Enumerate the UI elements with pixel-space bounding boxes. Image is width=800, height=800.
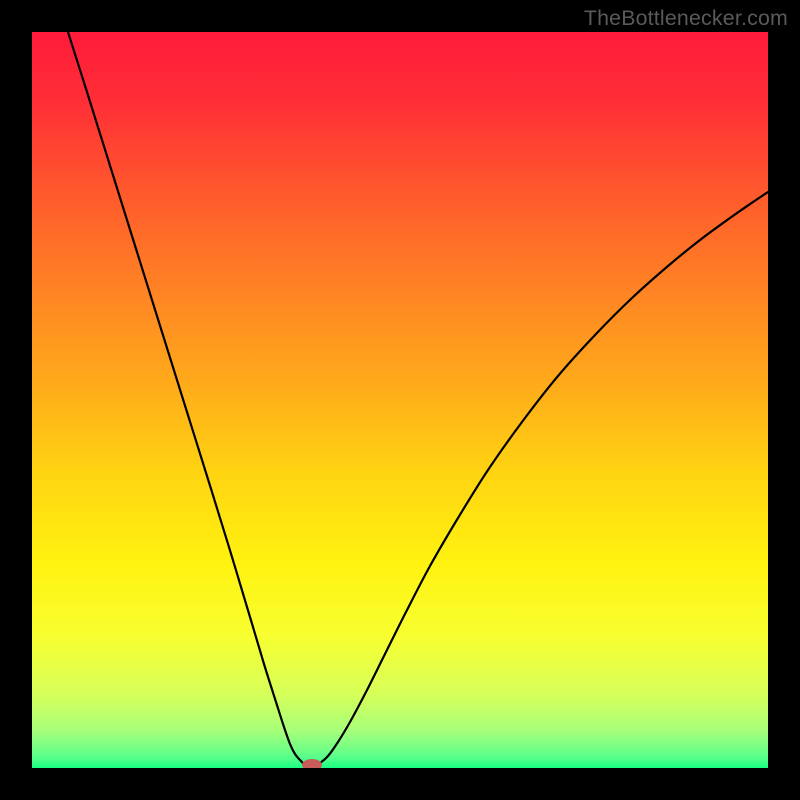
optimum-marker (302, 759, 322, 768)
bottleneck-curve (68, 32, 768, 766)
curve-svg (32, 32, 768, 768)
plot-area (32, 32, 768, 768)
chart-canvas: TheBottlenecker.com (0, 0, 800, 800)
watermark-text: TheBottlenecker.com (584, 6, 788, 31)
